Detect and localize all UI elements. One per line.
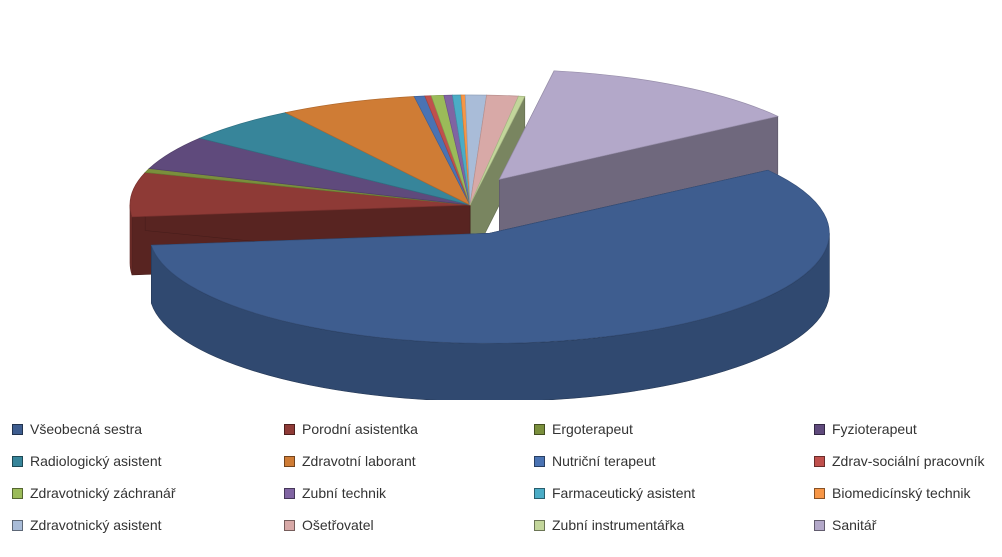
legend-label: Radiologický asistent bbox=[30, 453, 162, 469]
legend-item: Zdravotní laborant bbox=[284, 452, 534, 470]
legend-item: Zubní instrumentářka bbox=[534, 516, 814, 534]
legend-swatch bbox=[814, 519, 825, 531]
legend-item: Radiologický asistent bbox=[12, 452, 284, 470]
legend-item: Ergoterapeut bbox=[534, 420, 814, 438]
legend-swatch bbox=[534, 519, 545, 531]
legend-swatch bbox=[12, 423, 23, 435]
legend-item: Zdravotnický záchranář bbox=[12, 484, 284, 502]
legend-label: Nutriční terapeut bbox=[552, 453, 656, 469]
legend-swatch bbox=[534, 455, 545, 467]
legend-label: Všeobecná sestra bbox=[30, 421, 143, 437]
legend-swatch bbox=[12, 455, 23, 467]
chart-legend: Všeobecná sestra Porodní asistentka Ergote… bbox=[12, 420, 1002, 534]
legend-item: Ošetřovatel bbox=[284, 516, 534, 534]
legend-label: Zdravotnický záchranář bbox=[30, 485, 176, 501]
legend-swatch bbox=[814, 423, 825, 435]
slice-v-eobecn-sestra bbox=[150, 169, 830, 344]
legend-item: Nutriční terapeut bbox=[534, 452, 814, 470]
legend-label: Zubní technik bbox=[302, 485, 387, 501]
legend-item: Zdravotnický asistent bbox=[12, 516, 284, 534]
legend-item: Fyzioterapeut bbox=[814, 420, 1002, 438]
legend-swatch bbox=[284, 423, 295, 435]
legend-swatch bbox=[814, 455, 825, 467]
legend-item: Biomedicínský technik bbox=[814, 484, 1002, 502]
legend-swatch bbox=[284, 487, 295, 499]
legend-item: Všeobecná sestra bbox=[12, 420, 284, 438]
legend-label: Sanitář bbox=[832, 517, 877, 533]
slice-porodn-asistentka bbox=[129, 172, 471, 218]
legend-label: Porodní asistentka bbox=[302, 421, 418, 437]
legend-swatch bbox=[534, 487, 545, 499]
legend-label: Zubní instrumentářka bbox=[552, 517, 685, 533]
legend-swatch bbox=[12, 519, 23, 531]
legend-label: Farmaceutický asistent bbox=[552, 485, 696, 501]
legend-item: Porodní asistentka bbox=[284, 420, 534, 438]
legend-label: Zdravotní laborant bbox=[302, 453, 416, 469]
slice-zubn-instrument-ka bbox=[469, 95, 526, 206]
legend-item: Sanitář bbox=[814, 516, 1002, 534]
legend-label: Ošetřovatel bbox=[302, 517, 374, 533]
legend-label: Ergoterapeut bbox=[552, 421, 633, 437]
legend-label: Biomedicínský technik bbox=[832, 485, 971, 501]
legend-label: Fyzioterapeut bbox=[832, 421, 917, 437]
legend-swatch bbox=[12, 487, 23, 499]
legend-item: Farmaceutický asistent bbox=[534, 484, 814, 502]
legend-label: Zdrav-sociální pracovník bbox=[832, 453, 985, 469]
pie-chart bbox=[129, 70, 830, 400]
legend-swatch bbox=[534, 423, 545, 435]
legend-label: Zdravotnický asistent bbox=[30, 517, 162, 533]
pie-tops bbox=[129, 70, 830, 344]
legend-swatch bbox=[284, 455, 295, 467]
slice-sanit bbox=[498, 70, 779, 180]
legend-swatch bbox=[284, 519, 295, 531]
slice-zdravotn-laborant bbox=[284, 96, 471, 206]
legend-item: Zdrav-sociální pracovník bbox=[814, 452, 1002, 470]
legend-swatch bbox=[814, 487, 825, 499]
legend-item: Zubní technik bbox=[284, 484, 534, 502]
